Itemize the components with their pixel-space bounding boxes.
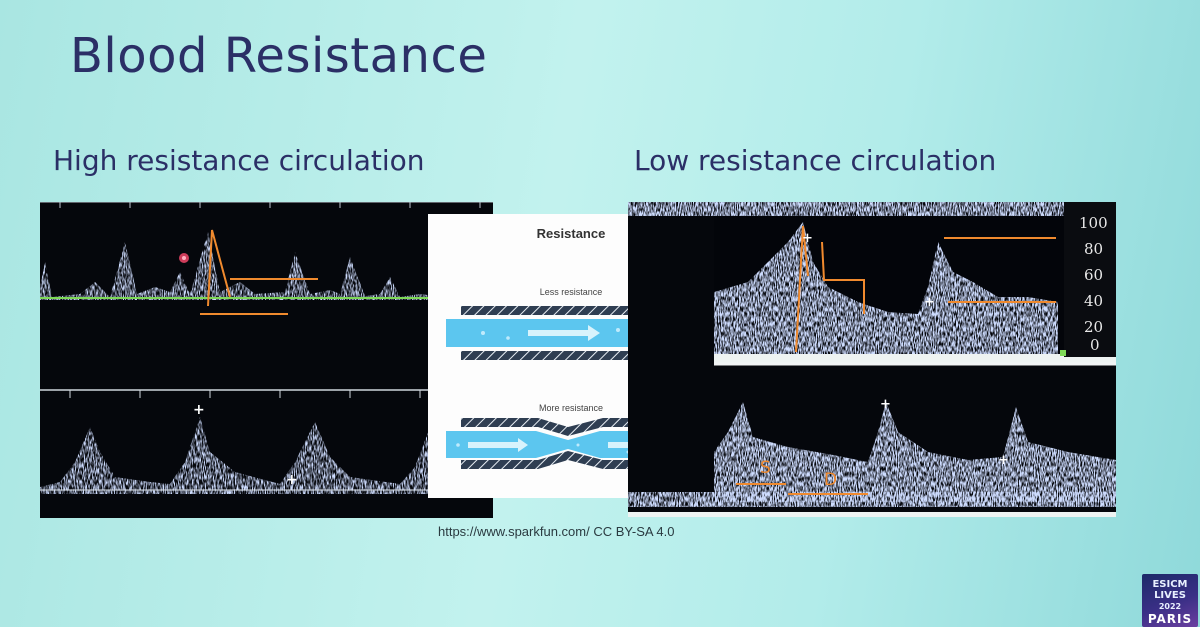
low-resistance-heading: Low resistance circulation	[634, 144, 997, 177]
scale-label-0: 0	[1090, 336, 1100, 354]
high-resistance-heading: High resistance circulation	[53, 144, 425, 177]
svg-text:+: +	[286, 472, 298, 488]
scale-label-20: 20	[1084, 318, 1104, 336]
less-resistance-label: Less resistance	[539, 287, 603, 297]
scale-label-40: 40	[1084, 292, 1104, 310]
svg-text:+: +	[802, 231, 813, 246]
diagram-title: Resistance	[536, 226, 606, 241]
scale-label-100: 100	[1079, 214, 1108, 232]
diastolic-label: D	[824, 470, 838, 490]
svg-text:+: +	[193, 402, 205, 418]
image-credit: https://www.sparkfun.com/ CC BY-SA 4.0	[438, 524, 675, 539]
esicm-lives-logo: ESICM LIVES 2022 PARIS	[1142, 574, 1198, 627]
logo-line-2: LIVES	[1154, 590, 1186, 601]
svg-text:+: +	[998, 453, 1009, 468]
scale-label-60: 60	[1084, 266, 1104, 284]
slide-title: Blood Resistance	[70, 28, 488, 84]
logo-line-3: 2022	[1158, 602, 1182, 611]
svg-text:+: +	[924, 295, 935, 310]
logo-city: PARIS	[1147, 612, 1193, 626]
logo-line-1: ESICM	[1152, 579, 1188, 590]
svg-text:+: +	[880, 397, 891, 412]
high-resistance-doppler-image: + +	[40, 202, 493, 518]
systolic-label: S	[760, 458, 771, 478]
low-resistance-doppler-image: + + + + 100 80 60 40 20 0 S D	[628, 202, 1116, 517]
scale-label-80: 80	[1084, 240, 1104, 258]
more-resistance-label: More resistance	[538, 403, 604, 413]
